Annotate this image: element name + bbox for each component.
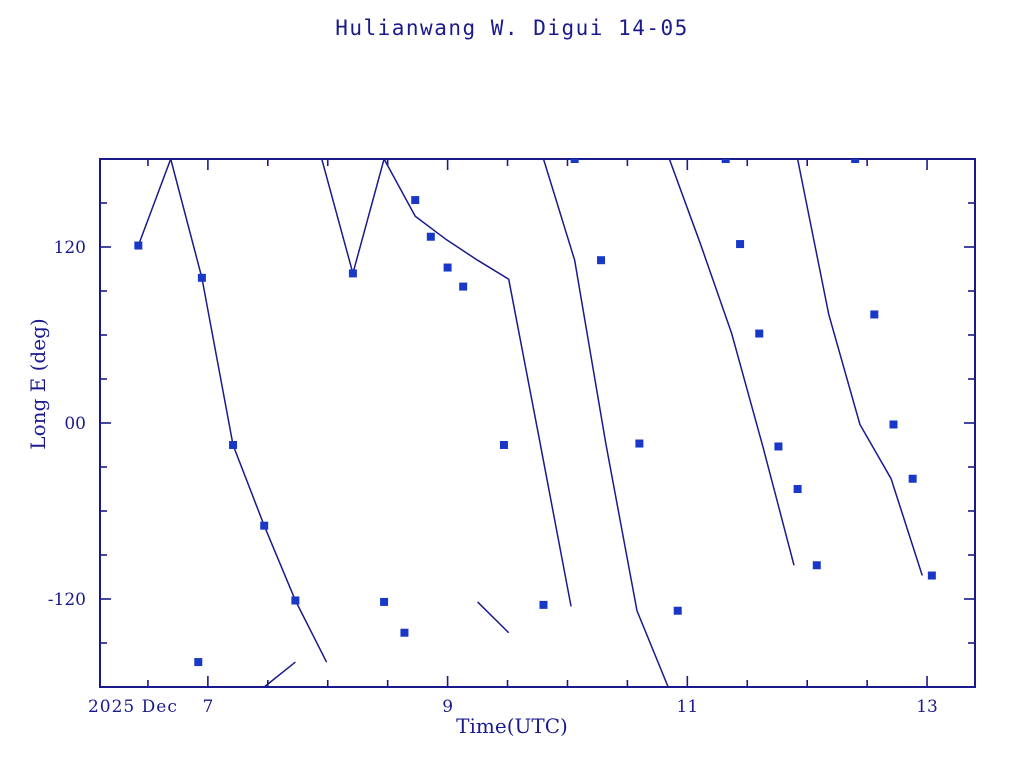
data-point-marker xyxy=(443,263,452,272)
series-line xyxy=(477,601,510,634)
x-tick-label: 9 xyxy=(442,697,453,717)
data-point-marker xyxy=(400,628,409,637)
x-tick-label: 11 xyxy=(677,697,699,717)
data-point-marker xyxy=(499,441,508,449)
data-point-marker xyxy=(774,442,783,451)
data-point-marker xyxy=(380,597,389,606)
data-point-marker xyxy=(194,658,203,667)
series-line xyxy=(796,159,923,576)
data-lines xyxy=(137,159,923,687)
data-point-marker xyxy=(291,596,300,605)
data-point-marker xyxy=(812,561,821,570)
data-point-marker xyxy=(597,256,606,265)
data-point-marker xyxy=(426,232,435,241)
data-point-marker xyxy=(793,485,802,493)
data-point-marker xyxy=(260,521,269,530)
y-tick-label: 00 xyxy=(64,414,86,434)
series-line xyxy=(321,159,385,277)
page-title: Hulianwang W. Digui 14-05 xyxy=(335,16,689,40)
data-point-marker xyxy=(673,606,682,615)
axis-ticks xyxy=(100,158,975,688)
axis-tick-labels: 120 00 -120 7 9 11 13 2025 Dec xyxy=(48,238,938,717)
data-point-marker xyxy=(736,240,745,249)
data-point-marker xyxy=(459,282,468,291)
data-point-marker xyxy=(927,571,936,580)
data-point-marker xyxy=(348,269,357,278)
series-line xyxy=(383,159,572,607)
x-tick-label: 7 xyxy=(202,697,213,717)
series-line xyxy=(263,661,296,687)
y-tick-label: 120 xyxy=(54,238,86,258)
x-axis-label: Time(UTC) xyxy=(456,714,568,738)
data-point-marker xyxy=(851,159,860,163)
data-point-marker xyxy=(134,241,143,250)
data-point-marker xyxy=(411,196,420,205)
series-line xyxy=(668,159,795,566)
data-point-marker xyxy=(870,310,879,319)
x-tick-label: 13 xyxy=(916,697,938,717)
x-date-prefix-label: 2025 Dec xyxy=(88,697,178,717)
series-line xyxy=(542,159,700,687)
plot-frame xyxy=(99,158,976,688)
data-markers xyxy=(134,159,936,667)
data-point-marker xyxy=(229,441,238,449)
data-point-marker xyxy=(197,273,206,282)
data-point-marker xyxy=(889,420,898,429)
data-point-marker xyxy=(570,159,579,163)
data-point-marker xyxy=(635,439,644,448)
y-tick-label: -120 xyxy=(48,590,86,610)
data-point-marker xyxy=(908,474,917,483)
data-point-marker xyxy=(755,329,764,338)
data-point-marker xyxy=(721,159,730,163)
series-line xyxy=(137,159,328,663)
data-point-marker xyxy=(539,600,548,609)
